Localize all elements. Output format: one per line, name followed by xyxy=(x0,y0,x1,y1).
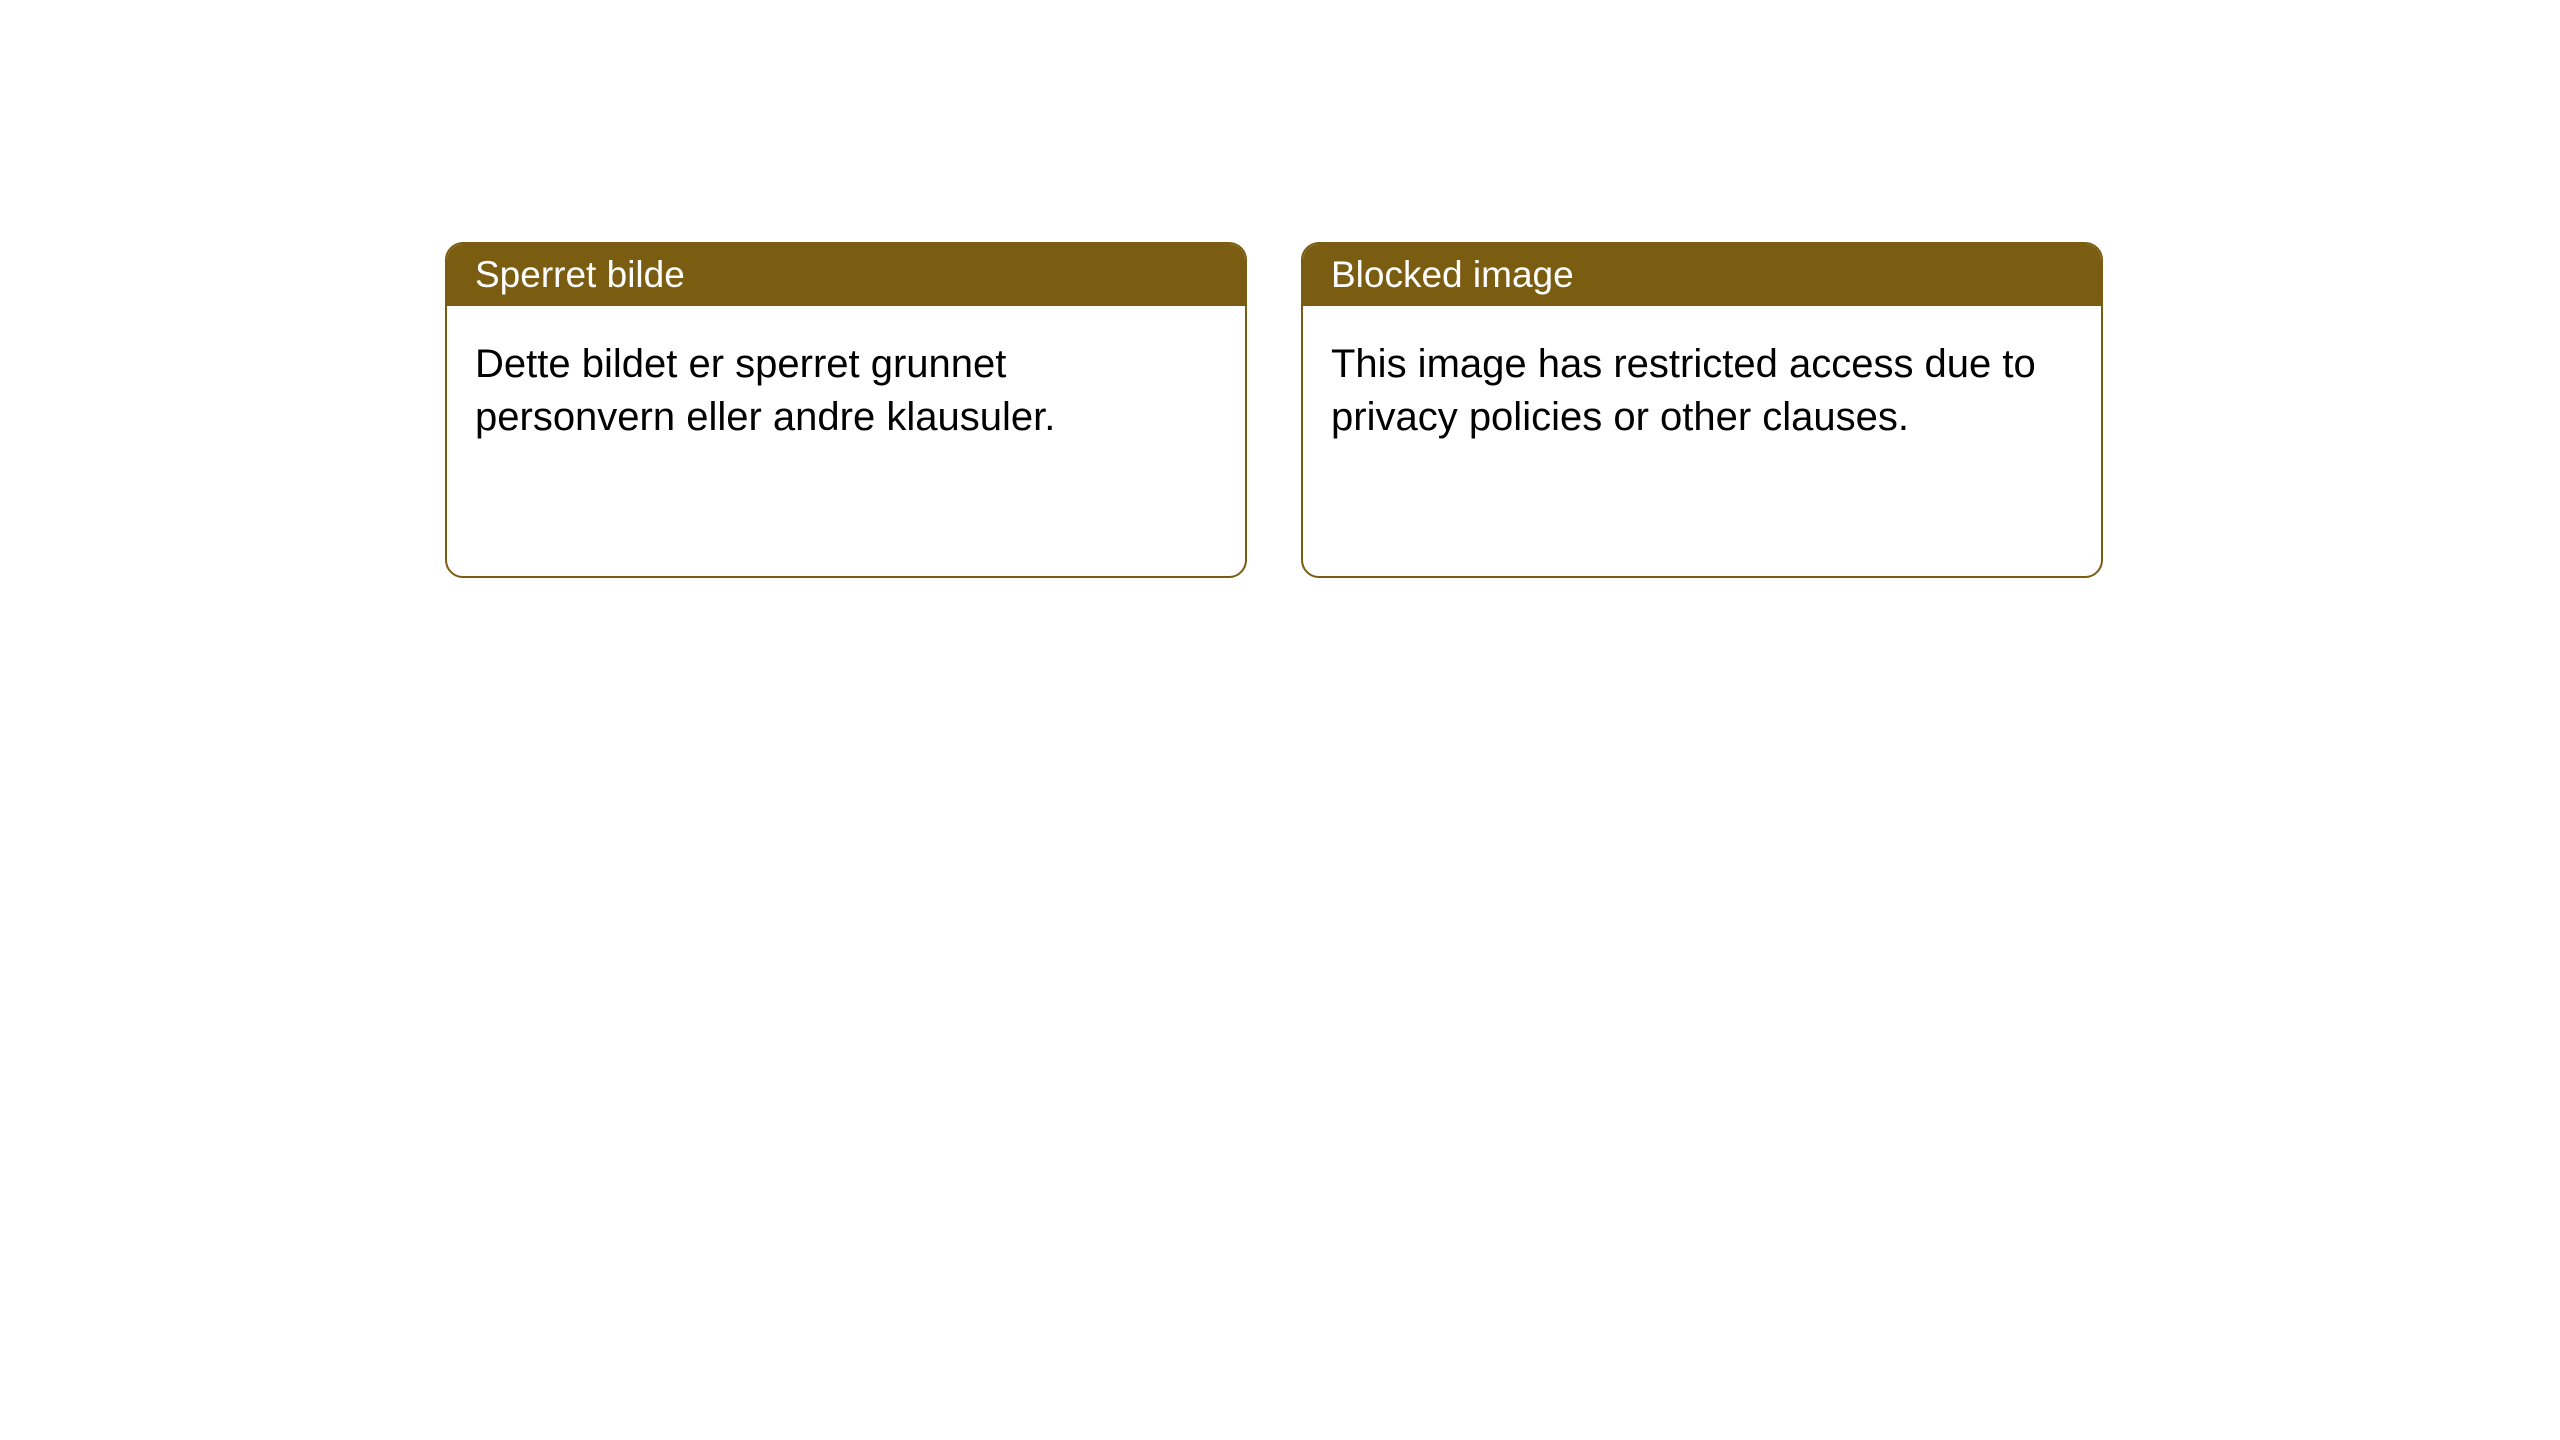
card-body-norwegian: Dette bildet er sperret grunnet personve… xyxy=(447,306,1245,576)
notice-container: Sperret bilde Dette bildet er sperret gr… xyxy=(0,0,2560,578)
card-header-norwegian: Sperret bilde xyxy=(447,244,1245,306)
notice-card-norwegian: Sperret bilde Dette bildet er sperret gr… xyxy=(445,242,1247,578)
card-body-english: This image has restricted access due to … xyxy=(1303,306,2101,576)
card-header-english: Blocked image xyxy=(1303,244,2101,306)
notice-card-english: Blocked image This image has restricted … xyxy=(1301,242,2103,578)
